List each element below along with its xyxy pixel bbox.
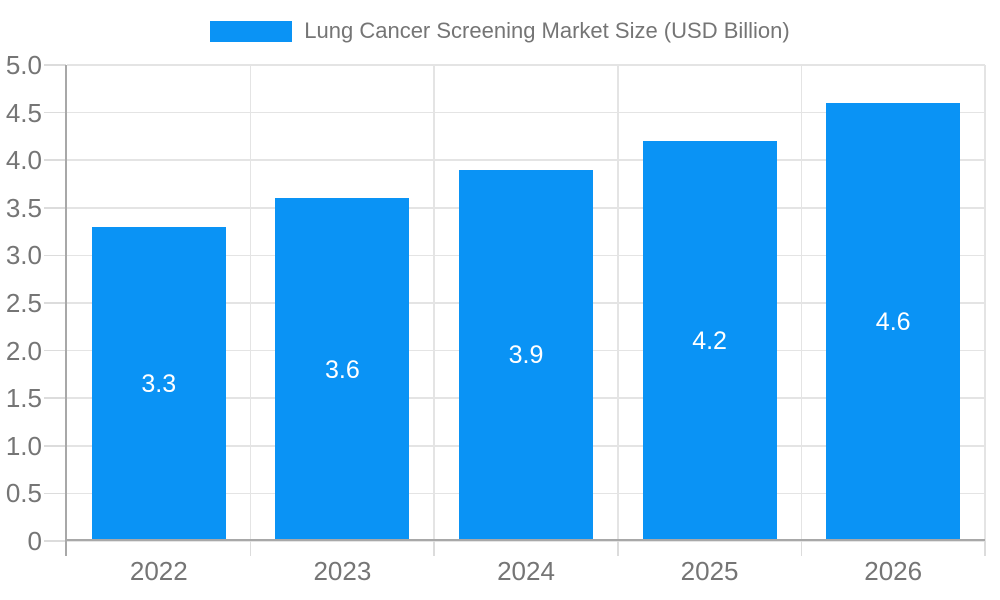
y-axis-label: 4.5 [5,97,42,128]
bar[interactable] [826,103,961,541]
y-gridline [67,64,985,66]
y-tick [44,397,66,399]
y-axis-label: 0.5 [5,478,42,509]
x-axis-label: 2024 [497,556,555,586]
x-tick [617,541,619,556]
y-tick [44,540,66,542]
plot-area: 0 0.5 1.0 1.5 2.0 2.5 3.0 3.5 4.0 4.5 5.0 3.3 2022 3.… [6,50,986,586]
y-tick [44,159,66,161]
y-tick [44,349,66,352]
bar-value-label: 3.6 [325,355,360,384]
x-axis-label: 2022 [129,556,188,586]
legend-label: Lung Cancer Screening Market Size (USD B… [304,18,790,43]
x-gridline [249,65,252,541]
bar[interactable] [275,198,410,541]
y-tick [44,492,66,495]
y-axis-label: 2.5 [5,288,42,318]
bar-value-label: 3.9 [508,341,544,370]
y-tick [44,254,66,257]
bar-value-label: 4.2 [692,327,727,356]
y-axis-label: 1.0 [5,430,42,461]
y-axis-label: 0 [27,526,42,556]
y-tick [44,302,66,304]
x-gridline [617,65,619,541]
x-tick [249,541,252,556]
x-gridline [800,65,803,541]
x-tick [800,541,803,556]
bar-value-label: 3.3 [141,369,177,398]
x-gridline [984,65,986,541]
x-axis-label: 2026 [864,556,923,586]
x-axis-label: 2025 [680,556,739,586]
y-tick [44,445,66,447]
x-axis-line [65,539,985,541]
bar-value-label: 4.6 [875,308,911,337]
x-axis-label: 2023 [313,556,372,586]
y-axis-label: 3.0 [5,240,42,271]
y-gridline [67,540,985,542]
bar[interactable] [459,169,593,541]
y-tick [44,207,66,209]
legend: Lung Cancer Screening Market Size (USD B… [0,17,1000,45]
y-axis-line [65,65,67,556]
y-tick [44,64,66,66]
bar[interactable] [642,141,777,541]
y-axis-label: 5.0 [5,50,42,80]
y-gridline [67,159,985,161]
y-axis-label: 3.5 [5,192,42,223]
y-axis-label: 4.0 [5,145,42,176]
y-tick [44,111,66,114]
x-tick [984,541,986,556]
y-gridline [67,111,985,114]
x-gridline [433,65,435,541]
y-axis-label: 2.0 [5,335,42,366]
legend-swatch [210,20,293,42]
bar[interactable] [91,226,226,541]
y-axis-label: 1.5 [5,383,42,414]
x-tick [433,541,435,556]
